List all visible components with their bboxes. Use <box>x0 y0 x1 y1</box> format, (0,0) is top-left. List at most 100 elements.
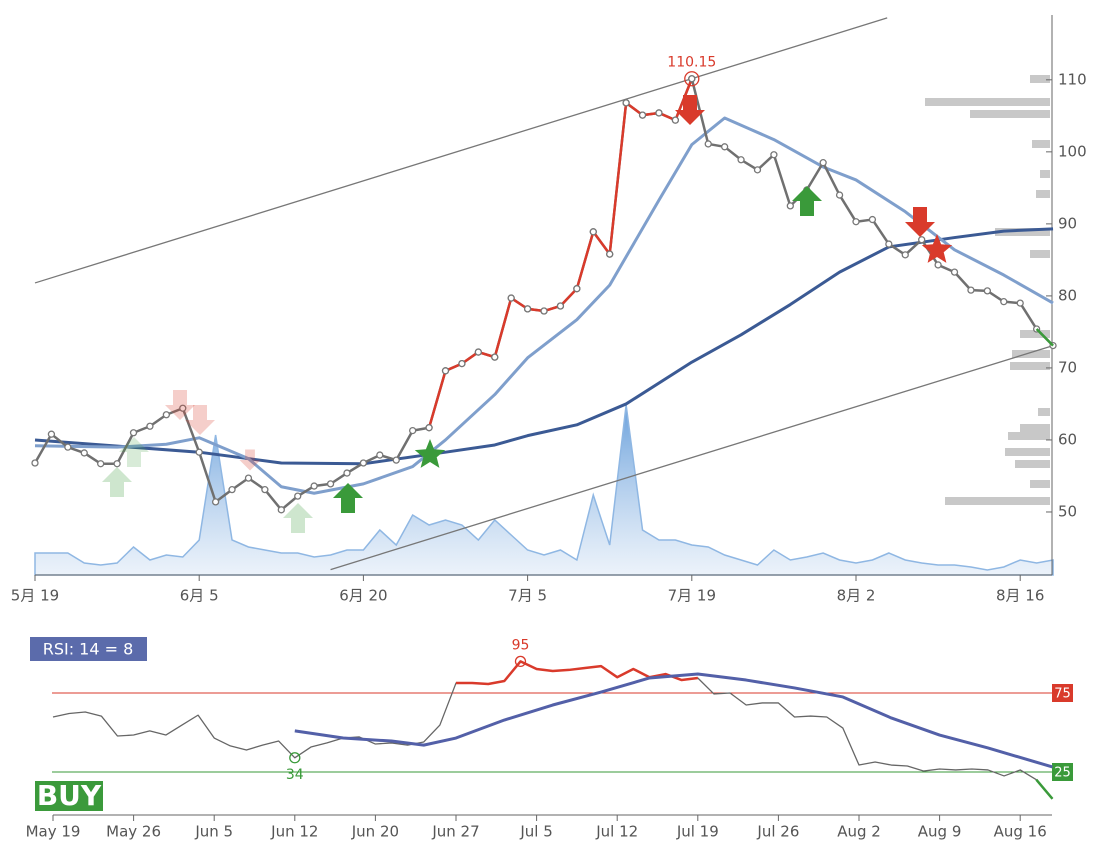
sell-arrow <box>905 207 935 237</box>
data-point <box>638 111 647 119</box>
sell-arrow <box>185 405 215 435</box>
series-line <box>34 116 1054 495</box>
x-tick-label: Jun 5 <box>194 823 233 841</box>
sell-star <box>921 234 953 263</box>
profile-bar <box>1030 250 1050 258</box>
volume-area <box>34 404 1054 576</box>
data-point <box>523 305 532 313</box>
data-point <box>47 430 56 438</box>
tick-label-box <box>1052 763 1073 781</box>
x-tick-label: 6月 5 <box>180 587 219 605</box>
data-point <box>228 485 236 494</box>
data-point <box>606 250 614 258</box>
x-tick-label: Jun 12 <box>270 823 318 841</box>
rsi-label-box <box>30 637 147 661</box>
profile-bar <box>1040 170 1050 178</box>
data-point <box>458 359 466 368</box>
buy-arrow <box>102 467 132 497</box>
data-point <box>294 492 302 500</box>
y-tick-label: 25 <box>1054 766 1071 781</box>
series-line <box>34 227 1054 466</box>
x-tick-label: Jul 12 <box>595 823 638 841</box>
signal-label: BUY <box>37 779 102 812</box>
annotation-marker <box>514 655 527 668</box>
x-tick-label: Jun 27 <box>431 823 479 841</box>
data-point <box>31 459 39 467</box>
data-point <box>1000 298 1008 306</box>
x-tick-label: Jul 26 <box>756 823 799 841</box>
y-tick-label: 70 <box>1058 358 1077 376</box>
buy-arrow <box>333 483 363 513</box>
sell-arrow <box>239 449 261 471</box>
data-point <box>688 75 696 83</box>
data-point <box>835 191 844 199</box>
data-point <box>277 506 285 514</box>
signals <box>102 95 953 533</box>
data-point <box>655 109 663 117</box>
data-point <box>491 353 499 361</box>
data-point <box>885 240 893 248</box>
data-point <box>720 143 729 151</box>
y-tick-label: 100 <box>1058 142 1087 160</box>
series-line <box>34 17 888 284</box>
data-point <box>244 474 253 482</box>
volume-layer <box>34 404 1054 576</box>
volume-profile <box>925 75 1050 505</box>
data-point <box>704 140 712 148</box>
profile-bar <box>1030 480 1050 488</box>
annotation-label: 110.15 <box>667 55 716 71</box>
profile-bar <box>1030 75 1050 83</box>
x-tick-label: 5月 19 <box>11 587 59 605</box>
profile-bar <box>1038 408 1050 416</box>
profile-bar <box>1008 432 1050 440</box>
profile-bar <box>995 228 1050 236</box>
y-tick-label: 110 <box>1058 70 1087 88</box>
signal-box <box>35 781 103 811</box>
tick-label-box <box>1052 684 1073 702</box>
data-point <box>392 456 400 464</box>
y-tick-label: 90 <box>1058 214 1077 232</box>
data-point <box>737 156 745 164</box>
data-point <box>80 449 88 457</box>
sell-arrow <box>165 390 195 420</box>
annotation-marker <box>684 71 700 87</box>
x-tick-label: Aug 16 <box>994 823 1047 841</box>
x-tick-label: Jun 20 <box>351 823 399 841</box>
data-point <box>622 99 630 107</box>
data-point <box>983 287 992 295</box>
x-tick-label: 6月 20 <box>339 587 387 605</box>
buy-arrow <box>792 186 822 216</box>
data-point <box>967 286 975 294</box>
data-point <box>376 451 384 459</box>
series-line <box>33 77 1054 512</box>
annotation-label: 34 <box>286 767 304 783</box>
data-point <box>162 411 171 419</box>
data-point <box>261 485 269 494</box>
data-point <box>326 480 335 488</box>
x-tick-label: Aug 9 <box>918 823 962 841</box>
data-point <box>211 498 220 506</box>
data-point <box>195 448 203 456</box>
data-point <box>425 424 433 432</box>
x-tick-label: Jul 19 <box>676 823 719 841</box>
data-point <box>950 268 959 276</box>
annotation-label: 95 <box>512 637 530 653</box>
series-line <box>1035 328 1054 347</box>
series-line <box>52 660 1053 800</box>
data-point <box>868 215 877 224</box>
profile-bar <box>925 98 1050 106</box>
data-point <box>97 460 105 468</box>
profile-bar <box>1020 330 1050 338</box>
data-point <box>113 460 121 468</box>
data-point <box>146 422 154 430</box>
buy-arrow <box>283 503 313 533</box>
x-tick-label: May 19 <box>26 823 81 841</box>
data-point <box>819 159 827 167</box>
data-point <box>1016 299 1024 307</box>
rsi-title: RSI: 14 = 8 <box>43 640 134 659</box>
data-point <box>129 429 138 437</box>
data-point <box>556 302 565 310</box>
series-line <box>294 672 1053 769</box>
data-point <box>786 202 794 210</box>
